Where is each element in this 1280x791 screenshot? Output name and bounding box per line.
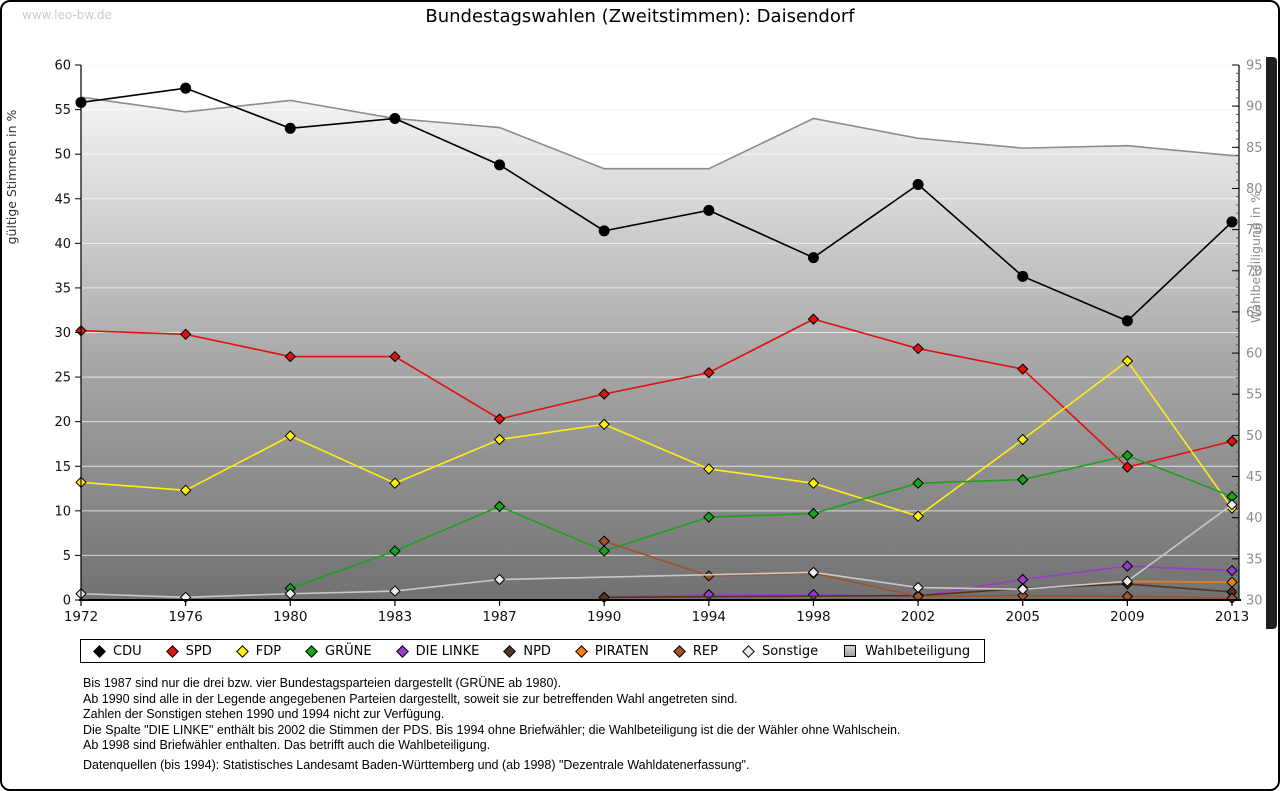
- legend-item-gr-ne: GRÜNE: [305, 643, 372, 659]
- svg-text:1983: 1983: [378, 609, 412, 625]
- legend-item-fdp: FDP: [235, 643, 282, 659]
- svg-text:30: 30: [54, 326, 71, 341]
- legend-item-spd: SPD: [165, 643, 212, 659]
- legend-item-sonstige: Sonstige: [742, 643, 819, 659]
- series-cdu: [75, 82, 1238, 327]
- svg-text:80: 80: [1246, 182, 1263, 197]
- svg-text:1987: 1987: [482, 609, 516, 625]
- axis-right-title: Wahlbeteiligung in %: [1248, 191, 1263, 323]
- legend-label: DIE LINKE: [415, 643, 480, 659]
- svg-text:2002: 2002: [901, 609, 935, 625]
- svg-text:15: 15: [54, 460, 71, 475]
- legend-swatch-diamond-icon: [93, 644, 106, 658]
- axis-left: 0 5 10 15 20 25 30 35 40 45 50 55 60 gültige Stimmen …: [4, 59, 81, 609]
- svg-text:1976: 1976: [168, 609, 202, 625]
- election-line-chart: 0 5 10 15 20 25 30 35 40 45 50 55 60 gültige Stimmen …: [4, 59, 1263, 626]
- series-gr-ne: [284, 449, 1238, 595]
- legend-swatch-diamond-icon: [503, 644, 517, 658]
- legend-label: Sonstige: [761, 643, 819, 659]
- svg-text:5: 5: [63, 549, 71, 564]
- legend-label: FDP: [255, 643, 282, 659]
- svg-text:40: 40: [54, 237, 71, 252]
- legend-item-rep: REP: [673, 643, 718, 659]
- legend-swatch-diamond-icon: [395, 644, 409, 658]
- axis-x: 1972 1976 1980 1983 1987 1990 1994 1998 2002 2005…: [64, 600, 1249, 625]
- legend-swatch-diamond-icon: [165, 644, 179, 658]
- svg-text:1998: 1998: [796, 609, 830, 625]
- svg-text:75: 75: [1246, 223, 1263, 238]
- datasource-note: Datenquellen (bis 1994): Statistisches L…: [83, 758, 750, 772]
- legend-item-cdu: CDU: [93, 643, 142, 659]
- legend-swatch-diamond-icon: [305, 644, 318, 658]
- panel-shadow: [1266, 57, 1277, 629]
- legend-swatch-diamond-icon: [673, 644, 686, 658]
- footnote-line: Bis 1987 sind nur die drei bzw. vier Bun…: [83, 676, 562, 690]
- svg-text:60: 60: [1246, 347, 1263, 362]
- footnotes: Bis 1987 sind nur die drei bzw. vier Bun…: [83, 676, 900, 754]
- watermark: www.leo-bw.de: [22, 8, 112, 22]
- legend-label: CDU: [113, 643, 142, 659]
- series-wahlbeteiligung-line: [80, 96, 1239, 170]
- footnote-line: Ab 1990 sind alle in der Legende angegeb…: [83, 691, 738, 706]
- legend-item-die-linke: DIE LINKE: [395, 643, 480, 659]
- svg-text:10: 10: [54, 504, 71, 519]
- legend-swatch-diamond-icon: [575, 644, 588, 658]
- svg-text:55: 55: [1246, 388, 1263, 403]
- footnote-line: Ab 1998 sind Briefwähler enthalten. Das …: [83, 738, 491, 753]
- axis-right: 30 35 40 45 50 55 60 65 70 75 80 85 90 95 Wahlbeteilig…: [1232, 59, 1263, 609]
- legend-swatch-diamond-icon: [742, 644, 755, 658]
- svg-text:70: 70: [1246, 264, 1263, 279]
- svg-text:55: 55: [54, 103, 71, 118]
- svg-text:1980: 1980: [273, 609, 307, 625]
- svg-text:45: 45: [1246, 470, 1263, 485]
- footnote-line: Die Spalte "DIE LINKE" enthält bis 2002 …: [83, 722, 901, 737]
- svg-text:1972: 1972: [64, 609, 98, 625]
- svg-text:35: 35: [1246, 552, 1263, 567]
- svg-text:65: 65: [1246, 305, 1263, 320]
- gridlines-over: [81, 64, 1239, 556]
- svg-text:20: 20: [54, 415, 71, 430]
- legend-label: GRÜNE: [325, 643, 372, 659]
- svg-text:2013: 2013: [1215, 609, 1249, 625]
- svg-text:85: 85: [1246, 141, 1263, 156]
- svg-text:40: 40: [1246, 511, 1263, 526]
- footnote-line: Zahlen der Sonstigen stehen 1990 und 199…: [83, 707, 445, 722]
- legend-label: REP: [692, 643, 718, 659]
- svg-text:50: 50: [54, 148, 71, 163]
- page-title: Bundestagswahlen (Zweitstimmen): Daisend…: [425, 6, 855, 27]
- svg-text:30: 30: [1246, 594, 1263, 609]
- series-sonstige: [75, 498, 1238, 604]
- svg-text:45: 45: [54, 192, 71, 207]
- legend-item-piraten: PIRATEN: [575, 643, 649, 659]
- legend-label: Wahlbeteiligung: [865, 643, 971, 659]
- svg-text:95: 95: [1246, 59, 1263, 74]
- svg-text:90: 90: [1246, 100, 1263, 115]
- series-fdp: [75, 355, 1238, 522]
- legend-label: PIRATEN: [594, 643, 649, 659]
- svg-text:2005: 2005: [1006, 609, 1040, 625]
- svg-text:1994: 1994: [692, 609, 726, 625]
- series-spd: [75, 313, 1238, 473]
- svg-text:35: 35: [54, 281, 71, 296]
- svg-text:1990: 1990: [587, 609, 621, 625]
- legend-item-npd: NPD: [503, 643, 551, 659]
- legend-label: SPD: [185, 643, 212, 659]
- legend-item-wahlbeteiligung: Wahlbeteiligung: [844, 644, 970, 659]
- legend-swatch-diamond-icon: [235, 644, 249, 658]
- chart-legend: CDU SPD FDP GRÜNE DIE LINKE NPD PIRATEN REP Sons…: [80, 639, 986, 663]
- svg-text:2009: 2009: [1110, 609, 1144, 625]
- svg-text:60: 60: [54, 59, 71, 74]
- svg-text:0: 0: [63, 594, 71, 609]
- legend-label: NPD: [523, 643, 551, 659]
- svg-text:50: 50: [1246, 429, 1263, 444]
- axis-left-title: gültige Stimmen in %: [4, 109, 19, 244]
- svg-text:25: 25: [54, 371, 71, 386]
- turnout-area: [81, 97, 1239, 600]
- legend-swatch-square-icon: [844, 645, 857, 657]
